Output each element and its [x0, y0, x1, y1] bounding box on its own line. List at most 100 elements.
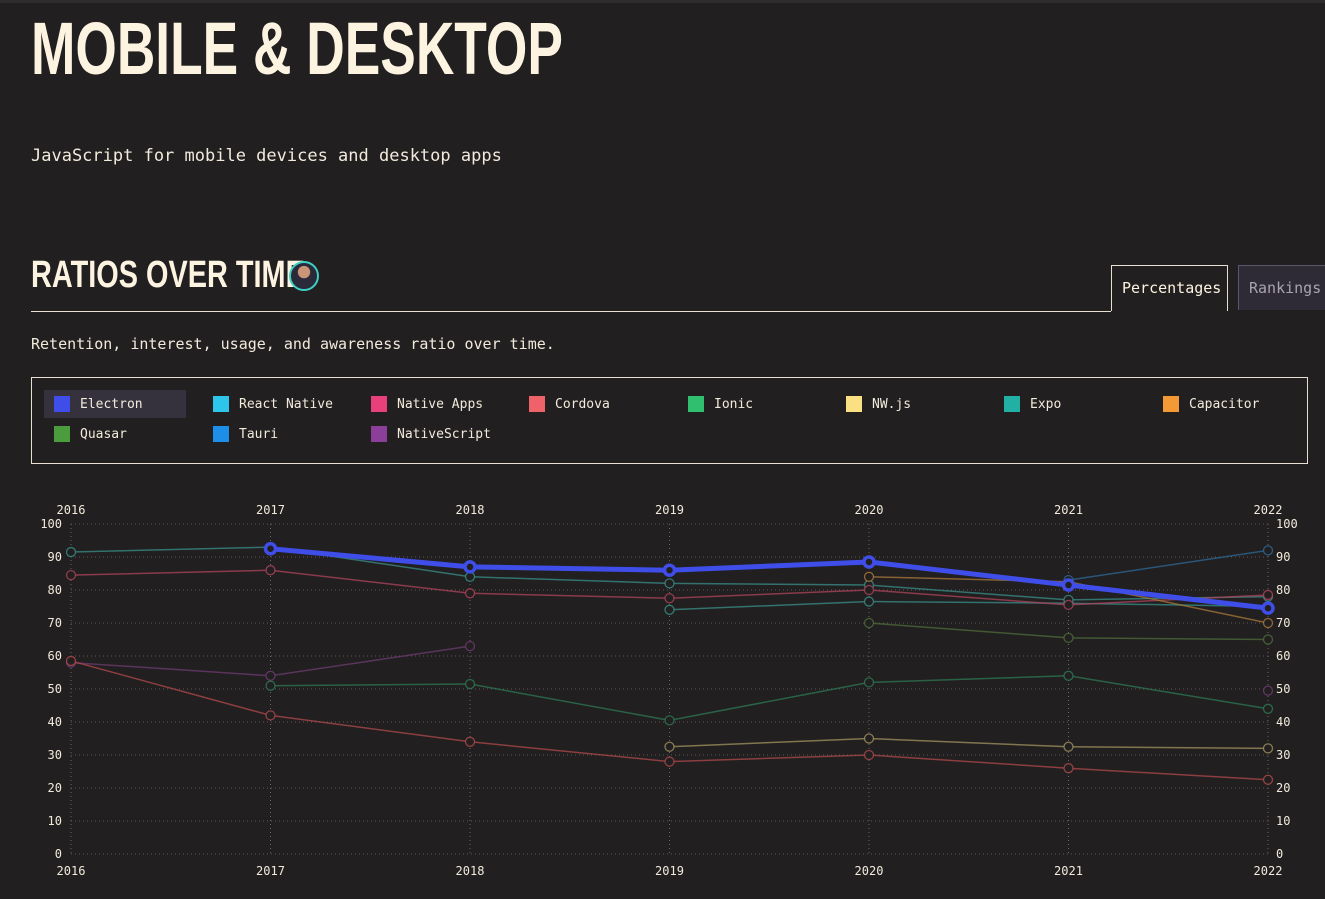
y-tick-label-left: 50: [48, 682, 62, 696]
series-cordova: [65, 655, 1274, 785]
data-point-native-apps: [664, 593, 675, 604]
section-description: JavaScript for mobile devices and deskto…: [31, 146, 502, 166]
x-tick-label-top: 2019: [655, 503, 684, 517]
y-tick-label-left: 80: [48, 583, 62, 597]
data-point-cordova: [464, 736, 476, 747]
avatar-icon[interactable]: [289, 261, 319, 291]
legend-swatch-tauri: [213, 426, 229, 442]
tab-percentages[interactable]: Percentages: [1111, 265, 1228, 311]
data-point-native-apps: [265, 565, 276, 576]
series-native-apps: [65, 565, 1274, 610]
data-point-native-apps: [464, 588, 476, 599]
block-header: RATIOS OVER TIME: [31, 253, 1111, 312]
legend-item-tauri[interactable]: Tauri: [203, 420, 345, 448]
x-tick-label-top: 2022: [1254, 503, 1283, 517]
data-point-ionic: [1262, 703, 1274, 714]
y-tick-label-left: 40: [48, 715, 62, 729]
legend-label: Quasar: [80, 426, 127, 442]
legend-item-cordova[interactable]: Cordova: [519, 390, 661, 418]
legend-swatch-capacitor: [1163, 396, 1179, 412]
top-border: [0, 0, 1325, 3]
series-tauri: [1063, 545, 1274, 586]
legend-swatch-electron: [54, 396, 70, 412]
y-tick-label-right: 0: [1276, 847, 1283, 861]
y-tick-label-left: 70: [48, 616, 62, 630]
data-point-electron: [662, 563, 677, 577]
data-point-ionic: [1063, 670, 1074, 681]
legend-label: Cordova: [555, 396, 610, 412]
data-point-nativescript: [1262, 685, 1274, 696]
series-line-nw-js: [669, 737, 1269, 750]
legend-item-electron[interactable]: Electron: [44, 390, 186, 418]
legend-item-nwjs[interactable]: NW.js: [836, 390, 978, 418]
legend-swatch-native-apps: [371, 396, 387, 412]
y-tick-label-left: 20: [48, 781, 62, 795]
y-tick-label-right: 60: [1276, 649, 1290, 663]
data-point-cordova: [1063, 763, 1074, 774]
data-point-quasar: [863, 617, 875, 629]
legend-item-react-native[interactable]: React Native: [203, 390, 345, 418]
y-tick-label-right: 100: [1276, 517, 1298, 531]
data-point-ionic: [265, 680, 276, 691]
legend-item-expo[interactable]: Expo: [994, 390, 1136, 418]
legend-swatch-react-native: [213, 396, 229, 412]
data-point-native-apps: [65, 570, 77, 581]
legend-item-native-apps[interactable]: Native Apps: [361, 390, 503, 418]
legend-item-capacitor[interactable]: Capacitor: [1153, 390, 1295, 418]
legend-swatch-expo: [1004, 396, 1020, 412]
y-tick-label-left: 100: [40, 517, 62, 531]
series-ionic: [265, 670, 1274, 726]
data-point-electron: [463, 560, 477, 574]
series-quasar: [863, 617, 1274, 645]
y-tick-label-left: 10: [48, 814, 62, 828]
legend-label: Tauri: [239, 426, 279, 442]
y-tick-label-right: 30: [1276, 748, 1290, 762]
series-line-expo: [669, 600, 1269, 611]
y-tick-label-right: 10: [1276, 814, 1290, 828]
legend-label: NativeScript: [397, 426, 491, 442]
data-point-nw-js: [664, 741, 675, 752]
series-line-tauri: [1068, 549, 1269, 581]
x-tick-label-bottom: 2018: [456, 864, 485, 878]
series-nw-js: [664, 733, 1274, 754]
legend-label: React Native: [239, 396, 333, 412]
y-tick-label-left: 90: [48, 550, 62, 564]
data-point-capacitor: [1262, 617, 1274, 629]
y-tick-label-right: 20: [1276, 781, 1290, 795]
x-tick-label-top: 2021: [1054, 503, 1083, 517]
data-point-native-apps: [863, 584, 875, 596]
data-point-react-native: [65, 546, 77, 558]
tab-rankings[interactable]: Rankings: [1238, 265, 1325, 310]
data-point-nw-js: [863, 733, 875, 744]
data-point-cordova: [863, 749, 875, 761]
section-title: MOBILE & DESKTOP: [31, 7, 563, 90]
data-point-cordova: [664, 756, 675, 767]
data-point-tauri: [1262, 545, 1274, 556]
legend-swatch-ionic: [688, 396, 704, 412]
data-point-electron: [263, 542, 278, 556]
x-tick-label-top: 2018: [456, 503, 485, 517]
legend-item-ionic[interactable]: Ionic: [678, 390, 820, 418]
legend-label: Native Apps: [397, 396, 484, 412]
y-tick-label-right: 70: [1276, 616, 1290, 630]
x-tick-label-bottom: 2021: [1054, 864, 1083, 878]
data-point-electron: [1061, 578, 1076, 592]
legend: Electron React Native Native Apps Cordov…: [31, 377, 1308, 464]
data-point-ionic: [863, 677, 875, 688]
block-title: RATIOS OVER TIME: [31, 254, 305, 296]
x-tick-label-top: 2016: [57, 503, 86, 517]
chart-series: [65, 541, 1275, 785]
legend-item-nativescript[interactable]: NativeScript: [361, 420, 503, 448]
data-point-nw-js: [1063, 741, 1074, 752]
data-point-electron: [862, 555, 876, 569]
x-tick-label-bottom: 2022: [1254, 864, 1283, 878]
legend-item-quasar[interactable]: Quasar: [44, 420, 186, 448]
series-line-electron: [270, 546, 1269, 611]
y-tick-label-left: 30: [48, 748, 62, 762]
data-point-native-apps: [1063, 599, 1074, 610]
legend-swatch-quasar: [54, 426, 70, 442]
x-tick-label-top: 2017: [256, 503, 285, 517]
data-point-nativescript: [464, 640, 476, 652]
